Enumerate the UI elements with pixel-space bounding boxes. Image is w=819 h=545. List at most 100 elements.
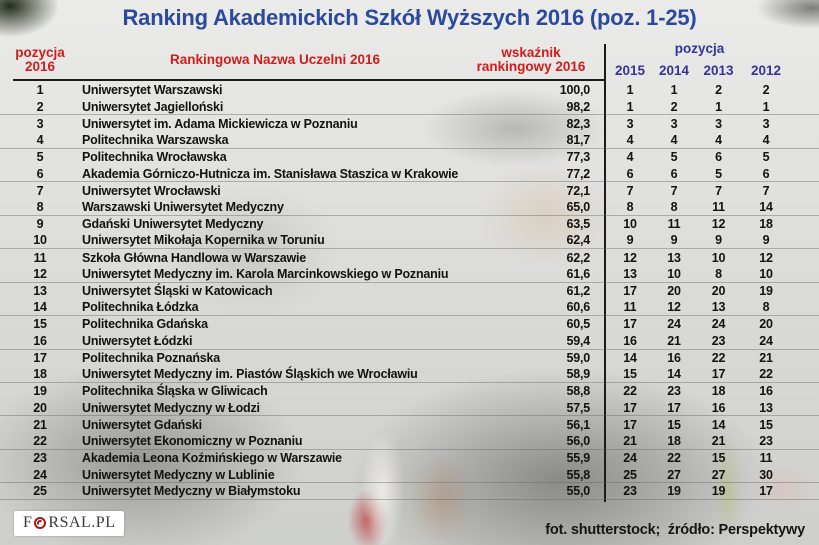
cell-year: 8 — [670, 200, 678, 215]
cell-name: Gdański Uniwersytet Medyczny — [82, 217, 264, 232]
cell-year: 3 — [626, 116, 634, 131]
cell-position: 6 — [36, 166, 44, 181]
cell-year: 16 — [759, 384, 773, 399]
cell-score: 56,1 — [566, 417, 590, 432]
cell-year: 8 — [626, 200, 634, 215]
cell-year: 1 — [626, 99, 634, 114]
cell-position: 20 — [33, 400, 47, 415]
cell-year: 7 — [762, 183, 770, 198]
cell-score: 63,5 — [566, 217, 590, 232]
table-row: 8 Warszawski Uniwersytet Medyczny 65,0 8… — [0, 199, 819, 216]
cell-year: 21 — [623, 434, 637, 449]
cell-year: 9 — [715, 233, 722, 248]
cell-year: 4 — [626, 133, 634, 148]
forsal-logo-suffix: RSAL.PL — [48, 514, 116, 531]
cell-position: 21 — [33, 417, 47, 432]
cell-year: 4 — [626, 150, 634, 165]
header-position-line2: 2016 — [24, 59, 56, 74]
cell-year: 24 — [623, 451, 637, 466]
table-row: 2 Uniwersytet Jagielloński 98,2 1 2 1 1 — [0, 99, 819, 116]
cell-year: 13 — [711, 300, 726, 315]
cell-score: 62,2 — [566, 250, 590, 265]
cell-position: 25 — [33, 484, 47, 499]
cell-year: 15 — [711, 451, 726, 466]
cell-year: 27 — [711, 467, 726, 482]
cell-year: 20 — [711, 283, 726, 298]
cell-year: 15 — [759, 417, 773, 432]
cell-year: 27 — [667, 467, 681, 482]
cell-score: 98,2 — [566, 99, 590, 114]
cell-name: Uniwersytet Medyczny im. Karola Marcinko… — [82, 266, 449, 281]
cell-year: 14 — [711, 417, 726, 432]
cell-position: 10 — [33, 233, 47, 248]
cell-year: 22 — [667, 451, 681, 466]
cell-score: 65,0 — [566, 200, 590, 215]
cell-position: 7 — [36, 183, 44, 198]
cell-score: 60,5 — [566, 317, 590, 332]
cell-name: Uniwersytet Medyczny im. Piastów Śląskic… — [82, 367, 418, 382]
header-position-2016: pozycja 2016 — [0, 40, 80, 80]
table-row: 14 Politechnika Łódzka 60,6 11 12 13 8 — [0, 299, 819, 317]
cell-name: Politechnika Łódzka — [82, 300, 199, 315]
cell-year: 4 — [715, 133, 722, 148]
cell-year: 15 — [623, 367, 637, 382]
cell-position: 11 — [33, 250, 47, 265]
cell-year: 12 — [759, 250, 773, 265]
cell-year: 14 — [667, 367, 681, 382]
table-row: 19 Politechnika Śląska w Gliwicach 58,8 … — [0, 383, 819, 400]
cell-year: 16 — [711, 400, 726, 415]
header-divider-line — [13, 79, 604, 81]
cell-year: 10 — [711, 250, 726, 265]
cell-name: Politechnika Śląska w Gliwicach — [82, 384, 268, 399]
table-row: 3 Uniwersytet im. Adama Mickiewicza w Po… — [0, 115, 819, 132]
cell-name: Uniwersytet Gdański — [82, 417, 202, 432]
cell-year: 9 — [762, 233, 770, 248]
cell-year: 4 — [670, 133, 678, 148]
cell-year: 17 — [759, 484, 773, 499]
cell-position: 23 — [33, 451, 47, 466]
cell-year: 23 — [711, 333, 726, 348]
cell-year: 20 — [759, 317, 773, 332]
header-position-line1: pozycja — [15, 44, 65, 60]
cell-score: 55,8 — [566, 467, 590, 482]
table-row: 17 Politechnika Poznańska 59,0 14 16 22 … — [0, 350, 819, 367]
table-row: 23 Akademia Leona Koźmińskiego w Warszaw… — [0, 450, 819, 467]
cell-year: 13 — [623, 266, 637, 281]
cell-score: 59,4 — [566, 333, 590, 348]
cell-year: 3 — [715, 116, 722, 131]
cell-name: Uniwersytet Jagielloński — [82, 99, 224, 114]
header-score-line2: rankingowy 2016 — [476, 59, 586, 74]
cell-score: 56,0 — [566, 434, 590, 449]
header-year-2013: 2013 — [703, 63, 734, 78]
table-row: 24 Uniwersytet Medyczny w Lublinie 55,8 … — [0, 467, 819, 484]
page-title: Ranking Akademickich Szkół Wyższych 2016… — [122, 5, 697, 30]
cell-year: 13 — [667, 250, 681, 265]
cell-name: Uniwersytet Warszawski — [82, 83, 223, 98]
header-years-group-label: pozycja — [674, 41, 725, 56]
table-row: 21 Uniwersytet Gdański 56,1 17 15 14 15 — [0, 416, 819, 433]
cell-score: 55,0 — [566, 484, 590, 499]
header-score-line1: wskaźnik — [501, 44, 561, 60]
cell-name: Uniwersytet Medyczny w Lublinie — [82, 467, 275, 482]
cell-year: 19 — [667, 484, 681, 499]
cell-name: Uniwersytet Ekonomiczny w Poznaniu — [82, 434, 303, 449]
table-body: 1 Uniwersytet Warszawski 100,0 1 1 2 2 2… — [0, 82, 819, 500]
table-row: 20 Uniwersytet Medyczny w Łodzi 57,5 17 … — [0, 400, 819, 417]
cell-score: 57,5 — [566, 400, 590, 415]
cell-position: 9 — [36, 217, 44, 232]
cell-year: 5 — [670, 150, 678, 165]
cell-year: 14 — [623, 350, 637, 365]
header-year-2012: 2012 — [750, 63, 782, 78]
header-years-row: 2015 2014 2013 2012 — [608, 63, 791, 78]
cell-year: 12 — [623, 250, 637, 265]
cell-name: Akademia Leona Koźmińskiego w Warszawie — [82, 451, 342, 466]
table-row: 12 Uniwersytet Medyczny im. Karola Marci… — [0, 266, 819, 283]
cell-year: 22 — [759, 367, 773, 382]
cell-year: 19 — [759, 283, 773, 298]
table-row: 6 Akademia Górniczo-Hutnicza im. Stanisł… — [0, 166, 819, 183]
table-row: 5 Politechnika Wrocławska 77,3 4 5 6 5 — [0, 149, 819, 166]
forsal-logo-o-icon — [34, 517, 47, 529]
table-row: 15 Politechnika Gdańska 60,5 17 24 24 20 — [0, 316, 819, 333]
forsal-logo: F RSAL.PL — [14, 511, 125, 536]
cell-year: 10 — [759, 266, 773, 281]
